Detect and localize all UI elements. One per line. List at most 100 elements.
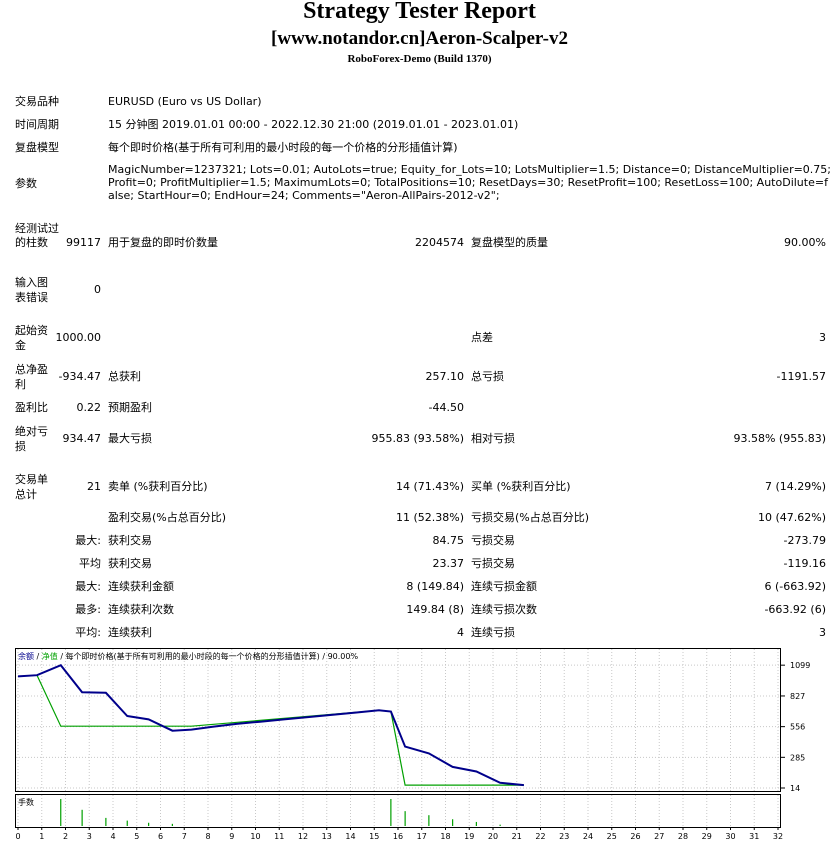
period-value: 15 分钟图 2019.01.01 00:00 - 2022.12.30 21:… <box>108 118 519 131</box>
y-tick-label: 556 <box>790 723 805 732</box>
long-label: 买单 (%获利百分比) <box>471 480 571 493</box>
ticks-value: 2204574 <box>415 236 464 249</box>
report-title: Strategy Tester Report <box>303 0 536 24</box>
x-tick-label: 17 <box>417 832 427 841</box>
pf-value: 0.22 <box>76 401 102 414</box>
trades-label: 交易单总计 <box>15 473 48 501</box>
x-tick-label: 11 <box>274 832 284 841</box>
row-prefix: 最多: <box>75 603 101 616</box>
row-value-2: -663.92 (6) <box>764 603 826 616</box>
x-tick-label: 15 <box>369 832 379 841</box>
rel-dd-label: 相对亏损 <box>471 432 515 445</box>
y-tick-label: 1099 <box>790 661 810 670</box>
x-tick-label: 14 <box>345 832 355 841</box>
row-value-1: 23.37 <box>432 557 465 570</box>
x-tick-label: 32 <box>773 832 783 841</box>
row-prefix: 平均: <box>75 626 101 639</box>
x-tick-label: 8 <box>205 832 210 841</box>
x-tick-label: 18 <box>440 832 450 841</box>
chart-frame <box>15 648 781 792</box>
row-label-2: 亏损交易 <box>471 534 515 547</box>
y-tick-label: 14 <box>790 784 800 793</box>
row-value-2: 3 <box>819 626 826 639</box>
y-tick-label: 827 <box>790 692 805 701</box>
x-tick-label: 23 <box>559 832 569 841</box>
x-tick-label: 0 <box>15 832 20 841</box>
x-tick-label: 26 <box>630 832 640 841</box>
row-value-1: 8 (149.84) <box>406 580 464 593</box>
spread-label: 点差 <box>471 331 493 344</box>
row-label-1: 连续获利 <box>108 626 152 639</box>
row-value-2: 6 (-663.92) <box>764 580 826 593</box>
gross-loss-value: -1191.57 <box>776 370 826 383</box>
row-value-1: 84.75 <box>432 534 465 547</box>
x-tick-label: 22 <box>535 832 545 841</box>
x-tick-label: 20 <box>488 832 498 841</box>
profit-trades-label: 盈利交易(%占总百分比) <box>108 511 227 524</box>
x-tick-label: 24 <box>583 832 593 841</box>
errors-label: 输入图表错误 <box>15 276 48 304</box>
x-tick-label: 3 <box>87 832 92 841</box>
period-label: 时间周期 <box>15 118 59 131</box>
x-tick-label: 25 <box>607 832 617 841</box>
row-label-2: 亏损交易 <box>471 557 515 570</box>
spread-value: 3 <box>819 331 826 344</box>
loss-trades-label: 亏损交易(%占总百分比) <box>471 511 590 524</box>
x-tick-label: 1 <box>39 832 44 841</box>
deposit-label: 起始资金 <box>15 324 48 352</box>
rel-dd-value: 93.58% (955.83) <box>733 432 826 445</box>
short-label: 卖单 (%获利百分比) <box>108 480 208 493</box>
legend-equity: 净值 <box>42 651 58 661</box>
row-prefix: 最大: <box>75 534 101 547</box>
gross-profit-value: 257.10 <box>425 370 465 383</box>
gross-loss-label: 总亏损 <box>471 370 504 383</box>
x-tick-label: 30 <box>725 832 735 841</box>
row-prefix: 最大: <box>75 580 101 593</box>
row-label-1: 获利交易 <box>108 534 152 547</box>
x-tick-label: 7 <box>182 832 187 841</box>
balance-line <box>17 663 524 787</box>
profit-trades-value: 11 (52.38%) <box>395 511 464 524</box>
x-tick-label: 6 <box>158 832 163 841</box>
bars-label: 经测试过的柱数 <box>15 222 59 249</box>
row-label-2: 连续亏损金额 <box>471 580 537 593</box>
row-label-1: 获利交易 <box>108 557 152 570</box>
net-value: -934.47 <box>58 370 101 383</box>
params-label: 参数 <box>15 177 37 190</box>
x-tick-label: 16 <box>393 832 403 841</box>
payoff-value: -44.50 <box>428 401 464 414</box>
max-dd-value: 955.83 (93.58%) <box>371 432 464 445</box>
long-value: 7 (14.29%) <box>764 480 826 493</box>
row-label-2: 连续亏损 <box>471 626 515 639</box>
x-tick-label: 5 <box>134 832 139 841</box>
symbol-value: EURUSD (Euro vs US Dollar) <box>108 95 262 108</box>
x-tick-label: 29 <box>702 832 712 841</box>
report-subtitle: [www.notandor.cn]Aeron-Scalper-v2 <box>271 28 568 49</box>
row-value-2: -119.16 <box>783 557 826 570</box>
deposit-value: 1000.00 <box>55 331 102 344</box>
row-label-1: 连续获利金额 <box>108 580 174 593</box>
legend: 余额 / 净值 / 每个即时价格(基于所有可利用的最小时段的每一个价格的分形插值… <box>18 651 358 661</box>
x-tick-label: 12 <box>298 832 308 841</box>
x-tick-label: 13 <box>322 832 332 841</box>
x-tick-label: 21 <box>512 832 522 841</box>
legend-rest: / 每个即时价格(基于所有可利用的最小时段的每一个价格的分形插值计算) / 90… <box>58 651 359 661</box>
row-prefix: 平均 <box>79 557 101 570</box>
abs-dd-label: 绝对亏损 <box>15 425 48 453</box>
params-value: MagicNumber=1237321; Lots=0.01; AutoLots… <box>108 163 832 202</box>
pf-label: 盈利比 <box>15 401 48 414</box>
model-value: 每个即时价格(基于所有可利用的最小时段的每一个价格的分形插值计算) <box>108 141 458 154</box>
symbol-label: 交易品种 <box>15 95 59 108</box>
row-label-1: 连续获利次数 <box>108 603 174 616</box>
gross-profit-label: 总获利 <box>108 370 141 383</box>
equity-line <box>17 674 524 786</box>
x-tick-label: 28 <box>678 832 688 841</box>
x-tick-label: 19 <box>464 832 474 841</box>
payoff-label: 预期盈利 <box>108 401 152 414</box>
trades-value: 21 <box>87 480 101 493</box>
row-label-2: 连续亏损次数 <box>471 603 537 616</box>
quality-label: 复盘模型的质量 <box>471 236 548 249</box>
x-tick-label: 27 <box>654 832 664 841</box>
short-value: 14 (71.43%) <box>395 480 464 493</box>
